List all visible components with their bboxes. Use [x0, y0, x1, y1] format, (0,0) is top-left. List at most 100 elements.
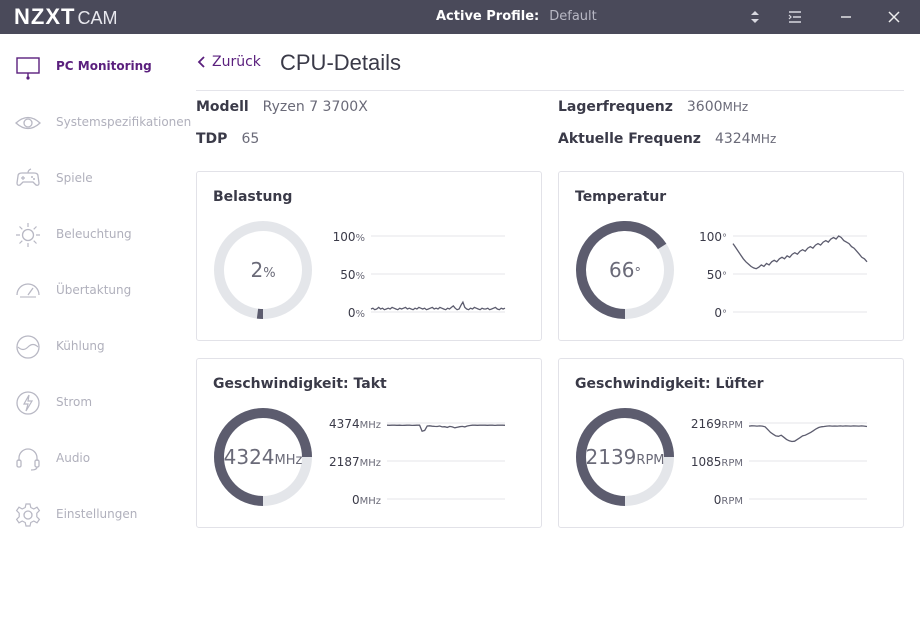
profile-label: Active Profile:: [436, 9, 540, 24]
y-label-value: 100: [332, 230, 356, 244]
gauge-arc: [214, 408, 312, 506]
series-line: [386, 424, 506, 432]
sidebar-item-einstellungen[interactable]: Einstellungen: [0, 493, 185, 537]
monitor-icon: [16, 57, 40, 80]
card-clock-speed: Geschwindigkeit: Takt 4324MHz 4374MHz 21…: [196, 358, 542, 528]
gauge-number: 2: [250, 258, 264, 282]
gauge-unit: MHz: [274, 453, 303, 468]
minimize-icon[interactable]: [836, 7, 856, 27]
y-label-unit: °: [722, 309, 727, 320]
y-label-unit: RPM: [721, 420, 743, 431]
load-chart: [370, 235, 506, 313]
sun-icon: [16, 223, 40, 247]
y-label-unit: %: [355, 309, 365, 320]
gauge-unit: %: [263, 266, 276, 281]
spec-current-frequency: Aktuelle Frequenz 4324MHz: [558, 131, 776, 147]
y-label-unit: MHz: [359, 496, 381, 507]
y-label-value: 0: [347, 306, 356, 320]
gauge-unit: °: [634, 266, 641, 281]
spec-unit: MHz: [750, 132, 777, 146]
page-title: CPU-Details: [280, 50, 402, 75]
y-label-value: 50: [340, 268, 356, 282]
sidebar-item-label: Audio: [56, 451, 91, 465]
gear-icon: [15, 503, 41, 527]
spec-model: Modell Ryzen 7 3700X: [196, 99, 368, 115]
y-label-value: 0: [714, 306, 722, 320]
y-label-top: 2169RPM: [677, 417, 743, 431]
card-title: Geschwindigkeit: Lüfter: [575, 376, 764, 392]
y-label-bottom: 0MHz: [315, 493, 381, 507]
spec-label: Aktuelle Frequenz: [558, 131, 701, 147]
spec-tdp: TDP 65: [196, 131, 259, 147]
series-line: [748, 425, 868, 443]
sidebar-item-systemspezifikationen[interactable]: Systemspezifikationen: [0, 101, 191, 145]
logo-brand: NZXT: [14, 4, 76, 29]
chevron-left-icon: [197, 56, 205, 68]
back-button[interactable]: Zurück: [196, 54, 261, 70]
y-label-mid: 1085RPM: [677, 455, 743, 469]
nzxt-logo: NZXT CAM: [14, 4, 117, 30]
menu-icon[interactable]: [785, 7, 805, 27]
fan-gauge: [576, 408, 674, 506]
spec-unit: MHz: [722, 100, 749, 114]
y-label-bottom: 0%: [315, 306, 365, 320]
load-gauge: [214, 221, 312, 319]
gauge-arc: [576, 408, 674, 506]
y-label-bottom: 0RPM: [677, 493, 743, 507]
gauge-number: 4324: [223, 445, 275, 469]
gauge-number: 66: [609, 258, 635, 282]
series-line: [732, 235, 868, 270]
lightning-icon: [16, 391, 40, 415]
title-bar: NZXT CAM Active Profile: Default: [0, 0, 920, 34]
logo-app: CAM: [77, 8, 118, 28]
y-label-unit: RPM: [721, 458, 743, 469]
close-icon[interactable]: [884, 7, 904, 27]
y-label-value: 4374: [329, 417, 360, 431]
y-label-unit: RPM: [721, 496, 743, 507]
sidebar-item-audio[interactable]: Audio: [0, 437, 185, 481]
series-line: [370, 300, 506, 311]
sidebar-item-label: Beleuchtung: [56, 227, 132, 241]
y-label-unit: °: [722, 271, 727, 282]
profile-switch-icon[interactable]: [745, 7, 765, 27]
sidebar-item-label: PC Monitoring: [56, 59, 152, 73]
cooling-icon: [16, 335, 40, 359]
gauge-arc: [576, 221, 667, 319]
card-title: Geschwindigkeit: Takt: [213, 376, 387, 392]
spec-value: 65: [241, 131, 260, 147]
eye-icon: [15, 116, 41, 130]
sidebar-item-strom[interactable]: Strom: [0, 381, 185, 425]
gauge-unit: RPM: [636, 453, 665, 468]
sidebar-item-uebertaktung[interactable]: Übertaktung: [0, 269, 185, 313]
sidebar-item-beleuchtung[interactable]: Beleuchtung: [0, 213, 185, 257]
sidebar-item-label: Spiele: [56, 171, 93, 185]
spec-label: Modell: [196, 99, 249, 115]
headset-icon: [16, 448, 40, 471]
divider: [196, 90, 904, 91]
profile-value[interactable]: Default: [549, 9, 597, 24]
y-label-value: 0: [713, 493, 722, 507]
y-label-mid: 2187MHz: [315, 455, 381, 469]
card-temperature: Temperatur 66° 100° 50° 0°: [558, 171, 904, 341]
spec-value: 4324: [714, 131, 751, 147]
sidebar-item-spiele[interactable]: Spiele: [0, 157, 185, 201]
spec-value: 3600: [686, 99, 723, 115]
y-label-unit: MHz: [359, 458, 381, 469]
sidebar: PC Monitoring Systemspezifikationen Spie…: [0, 34, 191, 640]
sidebar-item-label: Einstellungen: [56, 507, 138, 521]
y-label-unit: °: [722, 233, 727, 244]
y-label-value: 100: [699, 230, 722, 244]
card-title: Belastung: [213, 189, 293, 205]
y-label-value: 2169: [690, 417, 722, 431]
y-label-unit: %: [355, 271, 365, 282]
y-label-mid: 50%: [315, 268, 365, 282]
clock-chart: [386, 422, 506, 500]
sidebar-item-label: Systemspezifikationen: [56, 115, 192, 129]
sidebar-item-pc-monitoring[interactable]: PC Monitoring: [0, 45, 185, 89]
active-profile[interactable]: Active Profile: Default: [436, 9, 597, 24]
sidebar-item-kuehlung[interactable]: Kühlung: [0, 325, 185, 369]
card-load: Belastung 2% 100% 50% 0%: [196, 171, 542, 341]
y-label-value: 2187: [329, 455, 360, 469]
y-label-value: 1085: [690, 455, 722, 469]
sidebar-item-label: Strom: [56, 395, 93, 409]
